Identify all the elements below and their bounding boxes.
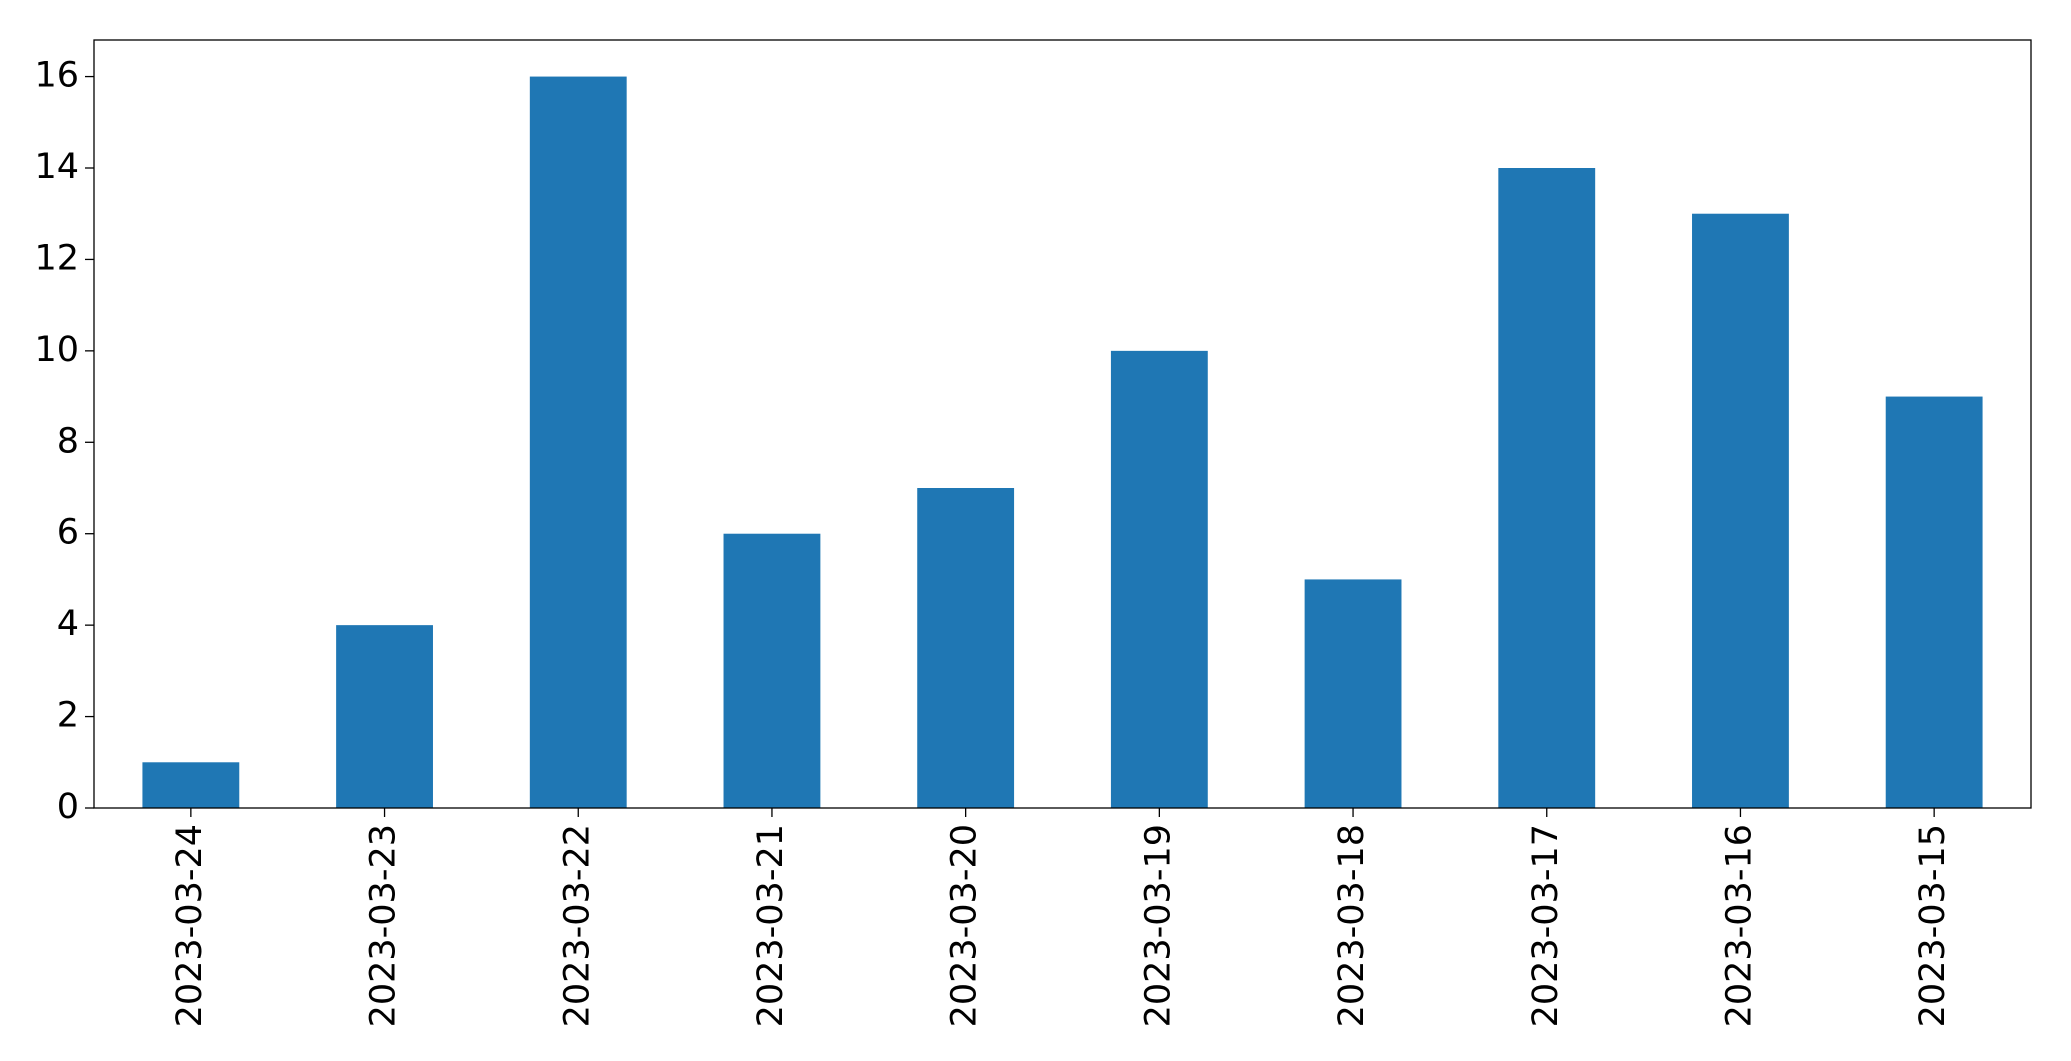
y-tick-label: 14 xyxy=(34,147,79,187)
bar xyxy=(1692,213,1789,808)
x-tick-label: 2023-03-20 xyxy=(945,824,985,1027)
bar xyxy=(529,76,627,809)
bar xyxy=(142,762,240,808)
bar xyxy=(1498,168,1596,808)
y-tick-label: 12 xyxy=(34,238,79,278)
y-tick-label: 8 xyxy=(57,421,79,461)
x-tick-label: 2023-03-23 xyxy=(364,824,404,1027)
x-tick-label: 2023-03-15 xyxy=(1913,824,1953,1027)
y-tick-label: 4 xyxy=(57,604,79,644)
bar xyxy=(1885,396,1983,808)
bar xyxy=(336,625,433,808)
x-tick-label: 2023-03-19 xyxy=(1138,824,1178,1027)
y-tick-label: 2 xyxy=(57,696,79,736)
plot-frame xyxy=(93,39,2032,809)
x-tick-label: 2023-03-16 xyxy=(1719,824,1759,1027)
x-tick-label: 2023-03-17 xyxy=(1526,824,1566,1027)
y-tick-label: 10 xyxy=(34,330,79,370)
bar xyxy=(723,533,821,808)
bar xyxy=(1110,350,1208,808)
x-tick-label: 2023-03-24 xyxy=(170,824,210,1027)
x-tick-label: 2023-03-22 xyxy=(557,824,597,1027)
y-tick-label: 6 xyxy=(57,513,79,553)
y-tick-label: 16 xyxy=(34,56,79,96)
bar xyxy=(1304,579,1402,808)
bar xyxy=(917,488,1015,808)
x-tick-label: 2023-03-18 xyxy=(1332,824,1372,1027)
y-tick-label: 0 xyxy=(57,787,79,827)
x-tick-label: 2023-03-21 xyxy=(751,824,791,1027)
